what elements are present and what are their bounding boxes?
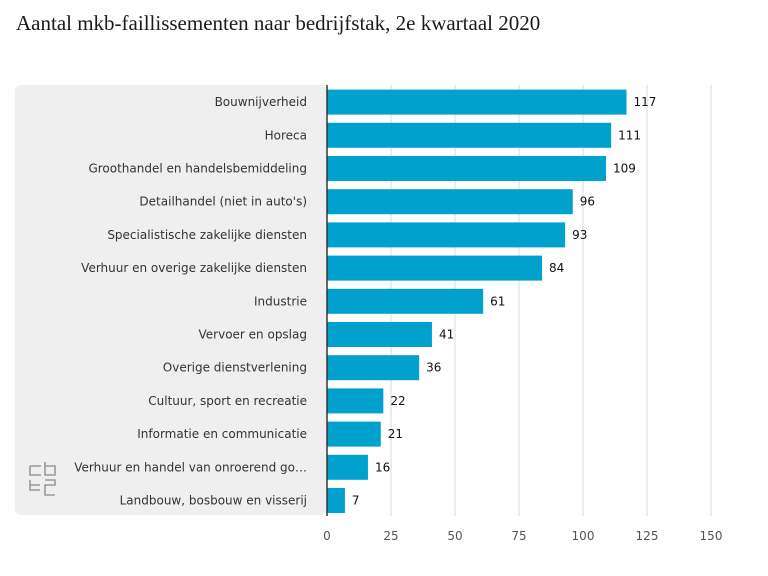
x-tick-label: 25 (383, 529, 398, 543)
x-tick-label: 50 (447, 529, 462, 543)
category-label: Horeca (265, 128, 307, 142)
x-tick-label: 150 (700, 529, 723, 543)
bar (327, 388, 384, 414)
category-label: Cultuur, sport en recreatie (148, 394, 307, 408)
bar (327, 255, 543, 281)
label-panel (15, 85, 326, 515)
bar (327, 454, 368, 480)
category-labels: Bouwnijverheid Horeca Groothandel en hande… (74, 95, 307, 507)
bar (327, 156, 607, 181)
value-label: 16 (375, 460, 390, 474)
value-label: 84 (549, 261, 564, 275)
bar (327, 421, 381, 447)
category-label: Specialistische zakelijke diensten (107, 228, 307, 242)
category-label: Groothandel en handelsbemiddeling (88, 162, 307, 176)
value-label: 61 (490, 294, 505, 308)
cbs-logo-icon (29, 462, 56, 496)
category-label: Overige dienstverlening (163, 361, 307, 375)
value-label: 109 (613, 162, 636, 176)
value-label: 96 (580, 195, 595, 209)
value-label: 41 (439, 328, 454, 342)
x-axis-ticks: 0 25 50 75 100 125 150 (323, 529, 722, 543)
x-tick-label: 100 (572, 529, 595, 543)
x-tick-label: 0 (323, 529, 331, 543)
value-label: 93 (572, 228, 587, 242)
category-label: Verhuur en handel van onroerend go… (74, 460, 307, 474)
value-labels: 117 111 109 96 93 84 61 41 36 22 21 16 7 (352, 95, 657, 507)
category-label: Verhuur en overige zakelijke diensten (81, 261, 307, 275)
bar (327, 122, 612, 148)
category-label: Vervoer en opslag (199, 328, 308, 342)
bar (327, 222, 566, 248)
bar (327, 488, 345, 513)
value-label: 36 (426, 361, 441, 375)
bar (327, 189, 573, 215)
category-label: Industrie (254, 294, 307, 308)
bars (327, 89, 627, 513)
x-tick-label: 125 (636, 529, 659, 543)
value-label: 7 (352, 494, 360, 508)
category-label: Bouwnijverheid (215, 95, 307, 109)
category-label: Informatie en communicatie (137, 427, 307, 441)
bar (327, 322, 432, 347)
bar (327, 288, 484, 314)
category-label: Detailhandel (niet in auto's) (139, 195, 307, 209)
category-label: Landbouw, bosbouw en visserij (120, 494, 307, 508)
x-tick-label: 75 (511, 529, 526, 543)
value-label: 21 (388, 427, 403, 441)
value-label: 22 (390, 394, 405, 408)
value-label: 117 (634, 95, 657, 109)
value-label: 111 (618, 128, 641, 142)
bar (327, 355, 420, 381)
bar (327, 89, 627, 115)
chart-title: Aantal mkb-faillissementen naar bedrijfs… (16, 11, 541, 35)
